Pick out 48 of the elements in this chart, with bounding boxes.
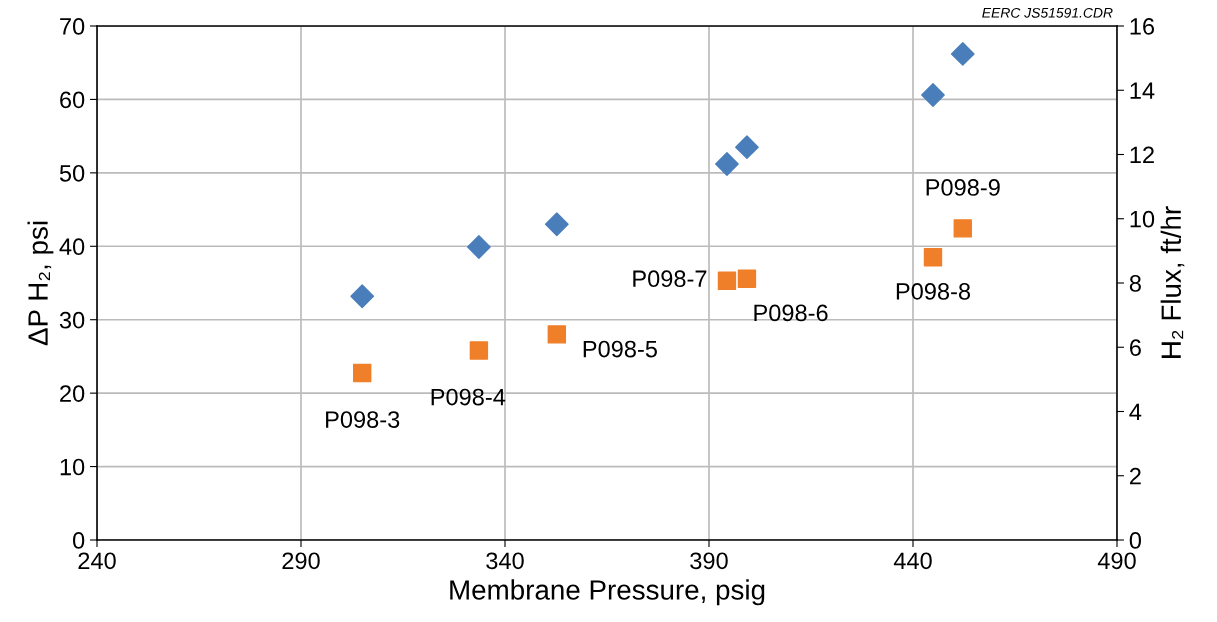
y2-tick-label: 12 [1130, 146, 1154, 164]
y-tick-label: 30 [59, 311, 85, 329]
annotation: P098-7 [633, 270, 707, 288]
point [715, 152, 739, 176]
point [544, 212, 569, 237]
point [921, 83, 945, 107]
x-tick-label: 440 [893, 552, 932, 570]
y2-tick-label: 14 [1130, 82, 1155, 99]
point [466, 235, 491, 259]
y2-tick-label: 4 [1129, 403, 1142, 421]
y2-tick-label: 10 [1130, 210, 1155, 228]
point [737, 269, 757, 289]
x-tick-label: 290 [282, 552, 320, 570]
annotation: P098-4 [431, 388, 506, 406]
point [352, 363, 372, 383]
y2-tick-label: 0 [1129, 532, 1142, 549]
text: EERC JS51591.CDR [982, 7, 1113, 18]
point [547, 325, 567, 344]
y-tick-label: 50 [59, 164, 85, 182]
annotation: P098-3 [326, 411, 400, 428]
point [350, 284, 375, 309]
y-tick-label: 40 [59, 238, 85, 256]
y-tick-label: 20 [60, 385, 85, 402]
annotation: P098-5 [583, 340, 657, 358]
y-tick-label: 10 [60, 458, 85, 476]
x-axis-title: Membrane Pressure, psig [450, 579, 765, 606]
point [923, 248, 943, 267]
point [469, 341, 489, 360]
x-tick-label: 240 [78, 552, 116, 570]
y2-tick-label: 16 [1130, 18, 1155, 35]
point [735, 135, 759, 160]
y2-axis-title: H₂ Flux, ft/hr [1160, 206, 1185, 358]
y-tick-label: 60 [60, 91, 85, 109]
point [950, 42, 975, 66]
y2-tick-label: 8 [1129, 275, 1141, 292]
annotation: P098-6 [754, 304, 828, 322]
x-tick-label: 340 [486, 552, 524, 570]
annotation: P098-8 [896, 283, 971, 300]
point [953, 219, 972, 238]
annotation: P098-9 [926, 179, 1000, 196]
y2-tick-label: 2 [1129, 467, 1141, 485]
y2-tick-label: 6 [1130, 339, 1141, 357]
y-axis-title: ΔP H₂, psi [27, 221, 54, 346]
x-tick-label: 390 [690, 552, 728, 570]
y-tick-label: 0 [72, 532, 85, 549]
point [717, 271, 737, 290]
y-tick-label: 70 [60, 18, 85, 35]
x-tick-label: 490 [1097, 552, 1136, 570]
